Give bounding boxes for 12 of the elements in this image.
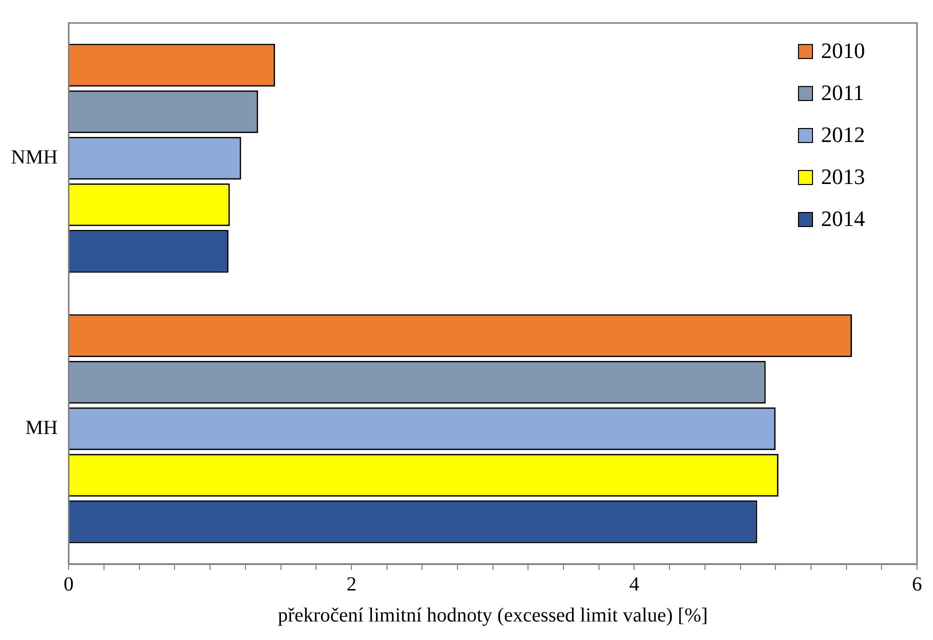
legend-label: 2013 <box>821 164 865 190</box>
x-tick-label: 6 <box>912 573 922 596</box>
legend-label: 2010 <box>821 38 865 64</box>
y-tick-label: MH <box>25 417 58 439</box>
x-tick-label: 0 <box>64 573 74 596</box>
legend-label: 2014 <box>821 206 865 232</box>
x-axis-title: překročení limitní hodnoty (excessed limit value) [%] <box>278 604 708 626</box>
y-tick-label: NMH <box>11 146 58 168</box>
x-tick-label: 4 <box>629 573 640 596</box>
legend-label: 2012 <box>821 122 865 148</box>
legend-label: 2011 <box>821 80 864 106</box>
x-tick-label: 2 <box>346 573 356 596</box>
